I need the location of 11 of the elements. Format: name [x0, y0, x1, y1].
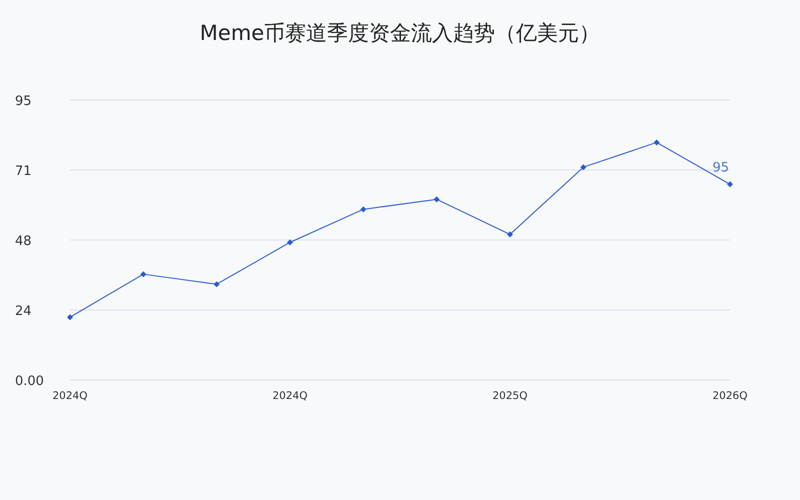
y-tick: 0.00	[15, 374, 44, 389]
annotation: 95	[712, 160, 729, 176]
x-tick: 2024Q	[52, 390, 88, 402]
x-tick: 2024Q	[272, 390, 308, 402]
title: Meme币赛道季度资金流入趋势（亿美元）	[200, 21, 600, 45]
y-tick: 95	[15, 94, 32, 109]
y-tick: 48	[15, 234, 32, 249]
y-tick: 24	[15, 304, 32, 319]
y-tick: 71	[15, 164, 32, 179]
x-tick: 2026Q	[712, 390, 748, 402]
x-tick: 2025Q	[492, 390, 528, 402]
